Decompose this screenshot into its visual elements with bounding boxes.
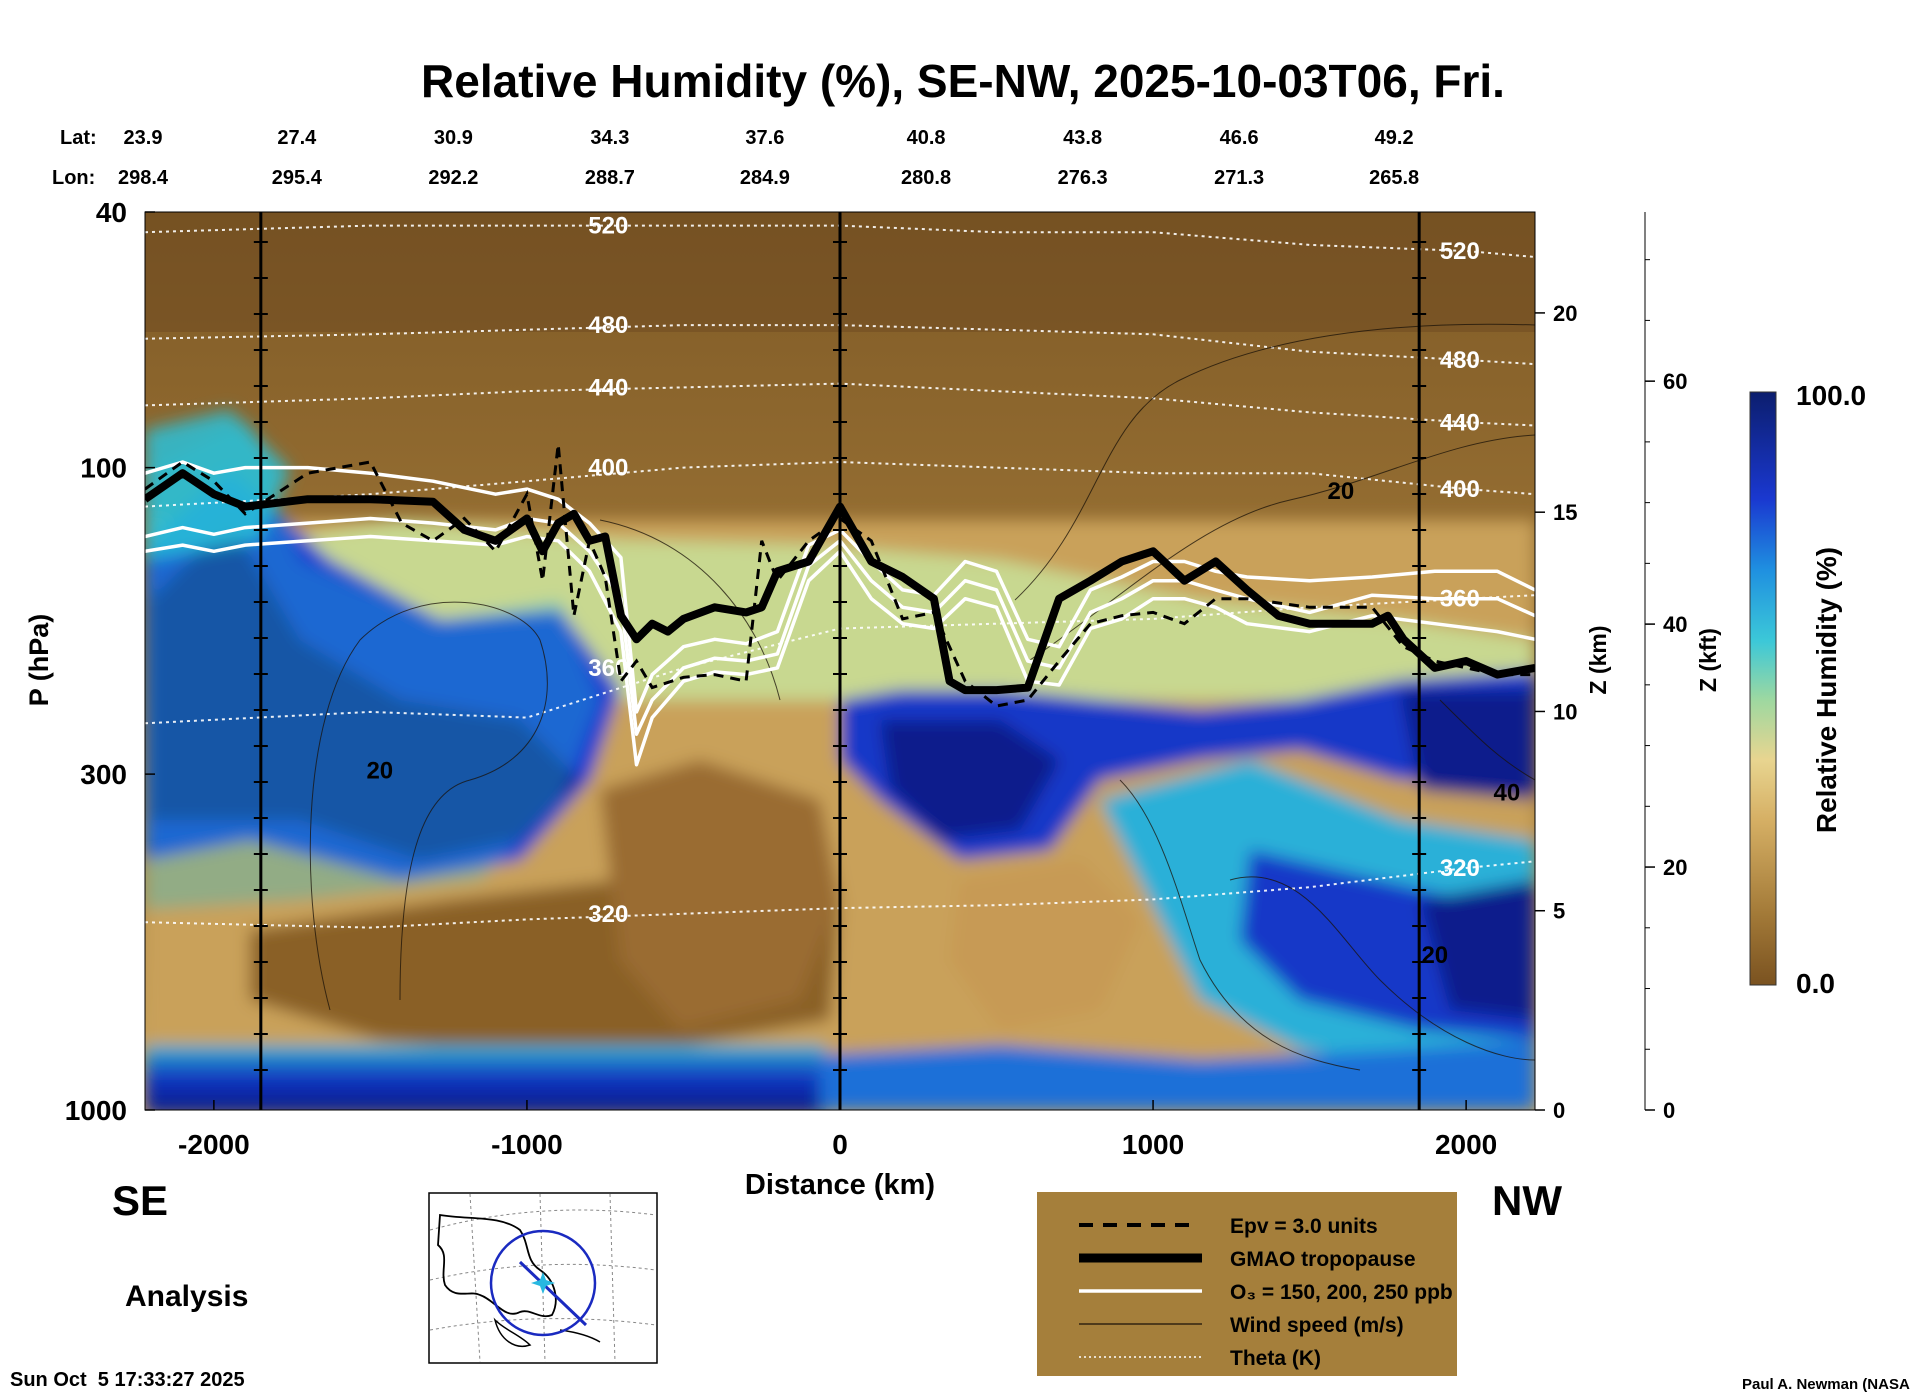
wind-speed-label: 40: [1493, 780, 1520, 807]
ozone-line-150: [145, 534, 1535, 767]
x-tick-label: 0: [832, 1129, 848, 1160]
colorbar: [1749, 391, 1777, 986]
waypoint-lon: 288.7: [585, 167, 635, 189]
y-tick-label: 40: [96, 197, 127, 228]
credit: Paul A. Newman (NASA: [1742, 1376, 1910, 1393]
theta-label: 440: [1440, 409, 1480, 436]
z-km-tick-label: 5: [1553, 899, 1565, 924]
legend-theta: Theta (K): [1230, 1347, 1321, 1370]
theta-label: 440: [588, 374, 628, 401]
theta-label: 520: [588, 213, 628, 240]
legend-tropopause: GMAO tropopause: [1230, 1248, 1416, 1271]
center-star-icon: [531, 1272, 555, 1294]
z-kft-tick-label: 20: [1663, 855, 1687, 880]
waypoint-lon: 284.9: [740, 167, 790, 189]
waypoint-lat: 43.8: [1063, 127, 1102, 149]
waypoint-lat: 37.6: [745, 127, 784, 149]
y-tick-label: 300: [80, 759, 127, 790]
right-direction-label: NW: [1492, 1177, 1562, 1224]
analysis-label: Analysis: [125, 1280, 248, 1313]
theta-label: 400: [1440, 476, 1480, 503]
timestamp: Sun Oct 5 17:33:27 2025: [10, 1369, 245, 1391]
x-tick-label: 1000: [1122, 1129, 1184, 1160]
legend-wind: Wind speed (m/s): [1230, 1314, 1404, 1337]
section-markers: [253, 212, 1427, 1110]
epv-line: [145, 444, 1535, 708]
wind-speed-label: 20: [1421, 942, 1448, 969]
z-km-tick-label: 0: [1553, 1098, 1565, 1123]
theta-label: 480: [588, 312, 628, 339]
x-axis-title: Distance (km): [745, 1169, 935, 1201]
z-km-title: Z (km): [1585, 626, 1611, 695]
wind-speed-label: 20: [1328, 478, 1355, 505]
theta-line: [145, 860, 1535, 929]
tropopause-line: [145, 469, 1535, 695]
theta-label: 320: [1440, 855, 1480, 882]
coastline: [437, 1213, 557, 1318]
inset-map: [428, 1192, 658, 1364]
waypoint-lon: 292.2: [428, 167, 478, 189]
waypoint-lat: 30.9: [434, 127, 473, 149]
waypoint-lat: 23.9: [124, 127, 163, 149]
waypoint-lon: 295.4: [272, 167, 323, 189]
z-km-tick-label: 10: [1553, 699, 1577, 724]
x-tick-label: -2000: [178, 1129, 250, 1160]
waypoint-lon: 276.3: [1058, 167, 1108, 189]
waypoint-lat: 40.8: [907, 127, 946, 149]
theta-line: [145, 382, 1535, 427]
wind-speed-label: 20: [366, 758, 393, 785]
chart-title: Relative Humidity (%), SE-NW, 2025-10-03…: [421, 55, 1505, 107]
colorbar-min-label: 0.0: [1796, 968, 1835, 999]
waypoint-lon: 280.8: [901, 167, 951, 189]
theta-label: 320: [588, 901, 628, 928]
z-km-axis: 0 5 10 15 20: [1534, 212, 1577, 1123]
colorbar-max-label: 100.0: [1796, 380, 1866, 411]
x-axis: -2000 -1000 0 1000 2000: [178, 1100, 1497, 1160]
colorbar-title: Relative Humidity (%): [1811, 547, 1842, 833]
z-kft-title: Z (kft): [1695, 628, 1721, 692]
y-axis-title: P (hPa): [24, 614, 54, 707]
theta-label: 360: [588, 655, 628, 682]
z-kft-tick-label: 0: [1663, 1098, 1675, 1123]
legend-ozone: O₃ = 150, 200, 250 ppb: [1230, 1281, 1453, 1304]
section-path: [518, 1260, 588, 1327]
theta-label: 520: [1440, 238, 1480, 265]
ozone-line-200: [145, 516, 1535, 736]
theta-line: [145, 224, 1535, 258]
theta-label: 400: [588, 455, 628, 482]
y-axis: 40 100 300 1000: [65, 197, 155, 1126]
lat-label: Lat:: [60, 127, 97, 149]
waypoint-lon: 271.3: [1214, 167, 1264, 189]
waypoint-lat: 46.6: [1220, 127, 1259, 149]
waypoint-labels: 23.9 298.4 27.4 295.4 30.9 292.2 34.3 288.7 37.6…: [118, 127, 1419, 189]
z-km-tick-label: 20: [1553, 301, 1577, 326]
waypoint-lon: 298.4: [118, 167, 169, 189]
theta-label: 480: [1440, 347, 1480, 374]
lon-label: Lon:: [52, 167, 95, 189]
legend: Epv = 3.0 units GMAO tropopause O₃ = 150…: [1037, 1192, 1457, 1376]
z-kft-axis: 0 20 40 60: [1644, 212, 1687, 1123]
x-tick-label: 2000: [1435, 1129, 1497, 1160]
waypoint-lat: 34.3: [590, 127, 629, 149]
range-circle: [489, 1229, 597, 1337]
wind-speed-labels: 20 20 40 20: [366, 478, 1520, 969]
z-kft-tick-label: 60: [1663, 369, 1687, 394]
z-kft-tick-label: 40: [1663, 612, 1687, 637]
waypoint-lat: 49.2: [1375, 127, 1414, 149]
waypoint-lat: 27.4: [277, 127, 317, 149]
left-direction-label: SE: [112, 1177, 168, 1224]
waypoint-lon: 265.8: [1369, 167, 1419, 189]
x-tick-label: -1000: [491, 1129, 563, 1160]
z-km-tick-label: 15: [1553, 500, 1577, 525]
legend-epv: Epv = 3.0 units: [1230, 1215, 1378, 1238]
y-tick-label: 100: [80, 453, 127, 484]
theta-line: [145, 324, 1535, 366]
y-tick-label: 1000: [65, 1095, 127, 1126]
